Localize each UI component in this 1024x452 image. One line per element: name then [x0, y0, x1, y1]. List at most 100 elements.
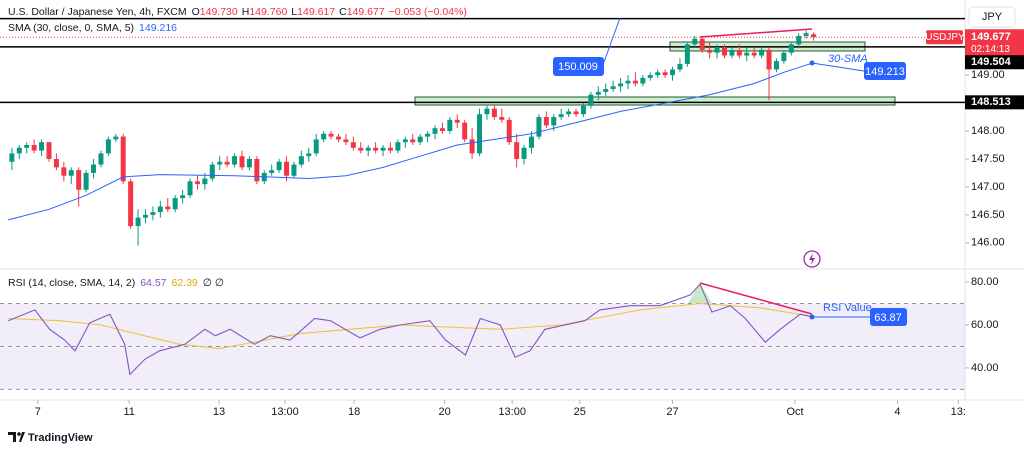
sma-line: [8, 62, 813, 221]
x-tick-label: 25: [574, 406, 586, 418]
candle-body: [425, 133, 431, 137]
y-tick-label: 148.00: [971, 125, 1005, 137]
candle-body: [417, 136, 423, 143]
brand: TradingView: [28, 432, 93, 444]
candle-body: [618, 83, 624, 87]
candle-body: [543, 117, 549, 126]
y-tick-label: 147.00: [971, 181, 1005, 193]
candle-body: [91, 164, 97, 173]
candle-body: [373, 147, 379, 151]
candle-body: [202, 178, 208, 185]
sma-label: 30-SMA: [828, 53, 868, 65]
divergence-line: [699, 28, 813, 38]
logo-mark: [19, 432, 25, 442]
candle-body: [276, 161, 282, 171]
candle-body: [714, 47, 720, 53]
x-tick-label: 13: [213, 406, 225, 418]
candle-body: [432, 128, 438, 134]
candle-body: [157, 206, 163, 213]
candle-body: [98, 153, 104, 165]
candle-body: [39, 142, 45, 151]
x-tick-label: 13:00: [271, 406, 299, 418]
candle-body: [410, 139, 416, 143]
candle-body: [744, 52, 750, 56]
candle-body: [365, 147, 371, 151]
event-icon[interactable]: [803, 250, 821, 268]
rsi-peak-fill: [688, 283, 712, 303]
ohlc-value: 149.617: [297, 6, 335, 18]
candle-body: [232, 156, 238, 165]
candle-body: [670, 69, 676, 76]
candle-body: [105, 139, 111, 154]
candle-body: [610, 86, 616, 90]
rsi-legend-value: 62.39: [172, 277, 198, 289]
candle-body: [31, 144, 37, 151]
candle-body: [521, 147, 527, 159]
candle-body: [83, 172, 89, 190]
candle-body: [16, 147, 22, 154]
rsi-legend: RSI (14, close, SMA, 14, 2) 64.57 62.39 ∅ ∅: [8, 277, 224, 289]
sma-legend-value: 149.216: [139, 22, 177, 34]
symbol-title: U.S. Dollar / Japanese Yen, 4h, FXCM: [8, 6, 187, 18]
logo-mark: [8, 432, 16, 442]
candle-body: [343, 139, 349, 143]
candle-body: [395, 142, 401, 151]
candle-body: [588, 94, 594, 106]
candle-body: [254, 158, 260, 182]
candle-body: [135, 217, 141, 227]
candle-body: [291, 164, 297, 176]
candle-body: [328, 133, 334, 137]
candle-body: [46, 142, 52, 159]
symbol-tag: [926, 30, 963, 45]
candle-body: [469, 139, 475, 154]
rsi-legend-suffix: ∅ ∅: [203, 277, 224, 289]
candle-body: [358, 147, 364, 151]
hline-tag: [965, 55, 1024, 70]
candle-body: [462, 122, 468, 140]
candle-body: [766, 49, 772, 70]
currency[interactable]: JPY: [982, 11, 1003, 23]
candle-body: [632, 80, 638, 84]
candle-body: [120, 136, 126, 182]
candle-body: [246, 158, 252, 168]
event-bolt[interactable]: [809, 253, 815, 265]
hline-tag: [965, 95, 1024, 110]
candle-body: [68, 170, 74, 176]
layer: [0, 36, 969, 404]
candle-body: [506, 119, 512, 143]
currency-box[interactable]: [968, 6, 1016, 28]
layer: [0, 17, 965, 376]
logo: TradingView: [8, 432, 93, 444]
candle-body: [61, 167, 67, 176]
candle-body: [699, 38, 705, 50]
candle-body: [217, 161, 223, 165]
x-tick-label: 18: [348, 406, 360, 418]
symbol-label: USDJPY: [925, 32, 965, 43]
hline-label: 148.513: [971, 96, 1011, 108]
rsi-legend-value: 64.57: [140, 277, 166, 289]
price-tag: [965, 29, 1024, 58]
x-tick-label: Oct: [786, 406, 803, 418]
candle-body: [803, 33, 809, 36]
x-tick-label: 13:00: [498, 406, 526, 418]
rsi-annotation: RSI Value: [823, 302, 872, 314]
candle-body: [313, 139, 319, 154]
price-label: 149.677: [971, 31, 1011, 43]
callout-box: [870, 308, 907, 326]
y-tick-label: 146.00: [971, 237, 1005, 249]
candle-body: [684, 44, 690, 64]
candle-body: [707, 49, 713, 53]
y-tick-label: 149.00: [971, 69, 1005, 81]
callout-text: 63.87: [874, 312, 902, 324]
candle-body: [781, 52, 787, 62]
sma-legend-name: SMA (30, close, 0, SMA, 5): [8, 22, 134, 34]
y-tick-label: 146.50: [971, 209, 1005, 221]
candle-body: [454, 119, 460, 123]
candle-body: [655, 72, 661, 76]
candle-body: [402, 139, 408, 143]
candle-body: [729, 49, 735, 56]
x-tick-label: 13:: [951, 406, 966, 418]
candle-body: [662, 72, 668, 76]
candle-body: [647, 75, 653, 78]
x-tick-label: 27: [666, 406, 678, 418]
